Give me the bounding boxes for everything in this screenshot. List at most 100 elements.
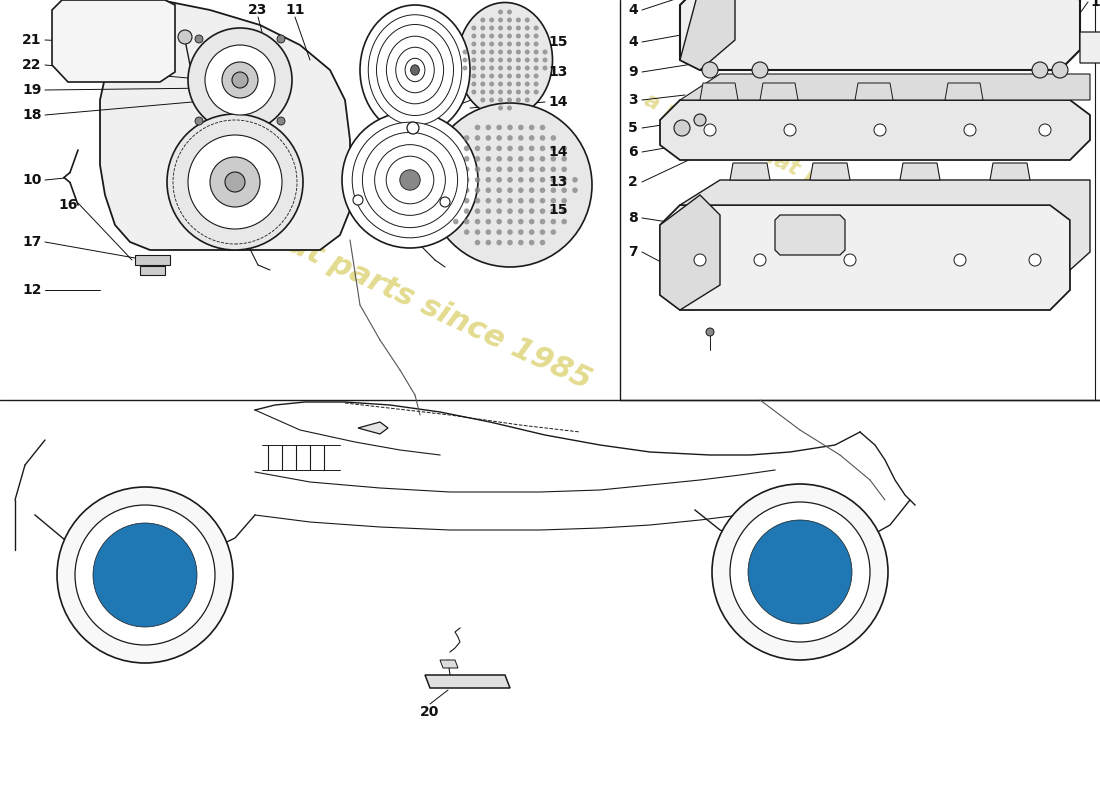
Text: 23: 23 [249, 3, 267, 17]
Circle shape [561, 198, 566, 203]
Polygon shape [900, 163, 940, 180]
Circle shape [540, 125, 546, 130]
Polygon shape [660, 100, 1090, 160]
Circle shape [490, 42, 494, 46]
Circle shape [507, 18, 512, 22]
Circle shape [462, 50, 468, 54]
Circle shape [507, 58, 512, 62]
Polygon shape [140, 266, 165, 275]
Polygon shape [990, 163, 1030, 180]
Circle shape [490, 50, 494, 54]
Circle shape [529, 125, 535, 130]
Circle shape [525, 90, 530, 94]
Polygon shape [810, 163, 850, 180]
Circle shape [507, 10, 512, 14]
Circle shape [516, 50, 520, 54]
Circle shape [507, 125, 513, 130]
Circle shape [188, 28, 292, 132]
Circle shape [475, 166, 481, 172]
Circle shape [496, 240, 502, 246]
Circle shape [472, 82, 476, 86]
Circle shape [525, 98, 530, 102]
Circle shape [475, 219, 481, 225]
Circle shape [964, 124, 976, 136]
Circle shape [529, 219, 535, 225]
Text: 4: 4 [628, 3, 638, 17]
Circle shape [542, 66, 548, 70]
Circle shape [498, 98, 503, 102]
Circle shape [540, 230, 546, 235]
Circle shape [498, 82, 503, 86]
Circle shape [195, 117, 204, 125]
Circle shape [1032, 62, 1048, 78]
Circle shape [702, 62, 718, 78]
Polygon shape [358, 422, 388, 434]
Circle shape [472, 66, 476, 70]
Circle shape [561, 187, 566, 193]
Circle shape [1028, 254, 1041, 266]
Circle shape [453, 198, 459, 203]
Circle shape [386, 156, 433, 204]
Text: 16: 16 [58, 198, 77, 212]
Circle shape [475, 208, 481, 214]
Circle shape [453, 166, 459, 172]
Circle shape [490, 58, 494, 62]
Circle shape [507, 26, 512, 30]
Text: 15: 15 [548, 203, 568, 217]
Circle shape [472, 90, 476, 94]
Circle shape [481, 18, 485, 22]
Ellipse shape [396, 47, 435, 93]
Circle shape [540, 240, 546, 246]
Circle shape [518, 146, 524, 151]
Circle shape [490, 26, 494, 30]
Circle shape [540, 219, 546, 225]
Ellipse shape [386, 36, 443, 104]
Circle shape [496, 187, 502, 193]
Circle shape [195, 35, 204, 43]
Circle shape [507, 146, 513, 151]
Circle shape [874, 124, 886, 136]
Polygon shape [135, 255, 170, 265]
Polygon shape [100, 0, 350, 250]
Circle shape [507, 50, 512, 54]
Circle shape [561, 177, 566, 182]
Text: 20: 20 [420, 705, 440, 719]
Circle shape [464, 198, 470, 203]
Circle shape [694, 114, 706, 126]
Circle shape [485, 166, 491, 172]
Circle shape [507, 90, 512, 94]
Circle shape [222, 62, 258, 98]
Circle shape [529, 230, 535, 235]
Circle shape [518, 177, 524, 182]
Circle shape [496, 230, 502, 235]
Polygon shape [776, 215, 845, 255]
Circle shape [525, 18, 530, 22]
Circle shape [442, 177, 448, 182]
Circle shape [464, 230, 470, 235]
Circle shape [490, 82, 494, 86]
Circle shape [507, 230, 513, 235]
Text: 9: 9 [628, 65, 638, 79]
Circle shape [507, 82, 512, 86]
Circle shape [498, 50, 503, 54]
Circle shape [706, 328, 714, 336]
Text: 22: 22 [22, 58, 42, 72]
Circle shape [534, 74, 539, 78]
Circle shape [485, 125, 491, 130]
Circle shape [712, 484, 888, 660]
Text: 12: 12 [22, 283, 42, 297]
Polygon shape [52, 0, 175, 82]
Circle shape [485, 219, 491, 225]
Circle shape [342, 112, 478, 248]
Circle shape [507, 219, 513, 225]
Circle shape [518, 187, 524, 193]
Circle shape [525, 66, 530, 70]
Text: 2: 2 [628, 175, 638, 189]
Circle shape [534, 50, 539, 54]
Circle shape [375, 145, 446, 215]
Circle shape [507, 208, 513, 214]
Circle shape [498, 90, 503, 94]
Circle shape [674, 120, 690, 136]
Circle shape [496, 125, 502, 130]
Text: 5: 5 [628, 121, 638, 135]
